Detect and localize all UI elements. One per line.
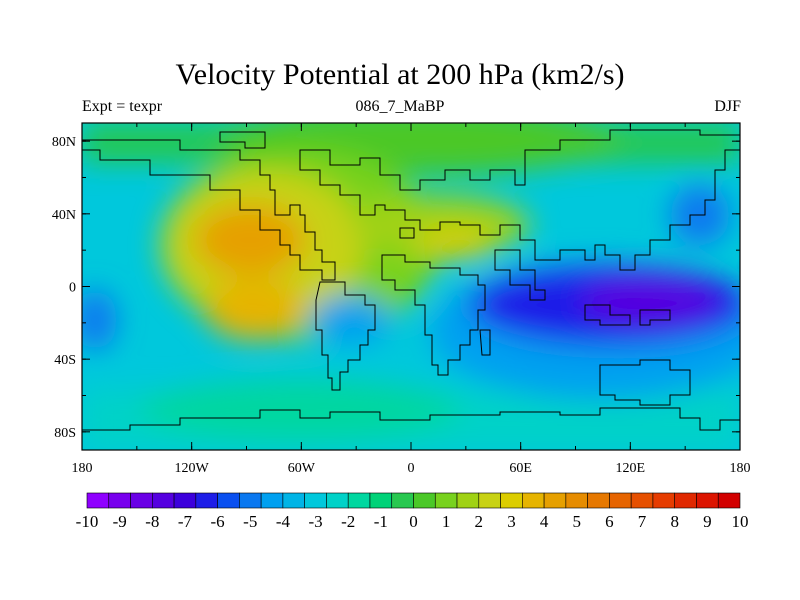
lat-label: 40N <box>52 208 76 223</box>
north-america-outline <box>82 139 336 281</box>
lat-label: 0 <box>69 281 76 296</box>
colorbar-swatch <box>347 492 371 509</box>
lon-label: 120W <box>175 461 210 476</box>
colorbar-label: 7 <box>638 512 647 531</box>
colorbar-swatch <box>260 492 284 509</box>
colorbar-swatch <box>195 492 218 509</box>
colorbar-label: 6 <box>605 512 614 531</box>
season-label: DJF <box>714 98 741 115</box>
colorbar-swatch <box>543 492 567 509</box>
colorbar-swatch <box>522 492 545 509</box>
colorbar-swatch <box>456 492 480 509</box>
colorbar-label: 10 <box>732 512 749 531</box>
colorbar-label: -1 <box>374 512 388 531</box>
colorbar-label: 8 <box>670 512 679 531</box>
colorbar-label: -2 <box>341 512 355 531</box>
map-title: Velocity Potential at 200 hPa (km2/s) <box>175 58 625 91</box>
greenland-outline <box>219 131 266 149</box>
maritime-continent-outline <box>584 304 631 326</box>
colorbar-label: -3 <box>308 512 322 531</box>
antarctica-outline <box>82 407 740 431</box>
colorbar-swatch <box>282 492 305 509</box>
colorbar-swatch <box>478 492 501 509</box>
colorbar-label: -7 <box>178 512 193 531</box>
small-island-outline <box>399 227 415 239</box>
lon-label: 60W <box>288 461 316 476</box>
australia-outline <box>599 359 691 406</box>
experiment-label: Expt = texpr <box>82 98 163 115</box>
colorbar-label: -4 <box>276 512 291 531</box>
colorbar-label: 0 <box>409 512 418 531</box>
colorbar-label: 9 <box>703 512 712 531</box>
colorbar-labels: -10 -9 -8 -7 -6 -5 -4 -3 -2 -1 0 1 2 3 4 5 6 7 8 9 10 <box>76 512 749 531</box>
new-guinea-outline <box>639 309 671 326</box>
colorbar-swatch <box>152 492 175 509</box>
colorbar-label: 1 <box>442 512 451 531</box>
colorbar-swatch <box>565 492 588 509</box>
lon-label: 0 <box>408 461 415 476</box>
lon-label: 120E <box>616 461 646 476</box>
axis-labels: 80N 40N 0 40S 80S 180 120W 60W 0 60E 120E 180 <box>52 135 751 476</box>
lon-label: 60E <box>509 461 532 476</box>
colorbar-swatch <box>304 492 327 509</box>
south-america-outline <box>315 281 376 391</box>
colorbar-label: 4 <box>540 512 549 531</box>
colorbar-swatch <box>413 492 436 509</box>
colorbar-label: -6 <box>211 512 225 531</box>
colorbar-swatch <box>500 492 523 509</box>
africa-outline <box>381 254 486 376</box>
colorbar-swatch <box>391 492 414 509</box>
madagascar-outline <box>479 329 491 356</box>
colorbar-swatch <box>652 492 676 509</box>
colorbar-swatch <box>434 492 458 509</box>
colorbar-label: 2 <box>475 512 484 531</box>
colorbar-swatch <box>609 492 632 509</box>
colorbar-label: 3 <box>507 512 516 531</box>
lon-label: 180 <box>72 461 93 476</box>
colorbar-swatch <box>696 492 719 509</box>
south-asia-outline <box>494 249 546 301</box>
eurasia-outline <box>299 129 740 271</box>
lat-label: 40S <box>54 353 76 368</box>
velocity-potential-field <box>82 123 740 450</box>
colorbar-swatch <box>326 492 349 509</box>
colorbar-label: -9 <box>113 512 127 531</box>
colorbar-swatch <box>630 492 654 509</box>
lat-label: 80N <box>52 135 76 150</box>
coastlines <box>82 129 740 431</box>
colorbar-swatch <box>86 492 110 509</box>
colorbar-label: -8 <box>145 512 159 531</box>
colorbar-swatch <box>587 492 610 509</box>
colorbar-swatch <box>173 492 197 509</box>
colorbar-swatch <box>369 492 393 509</box>
run-label: 086_7_MaBP <box>355 98 445 115</box>
colorbar <box>86 492 741 509</box>
colorbar-swatch <box>130 492 153 509</box>
colorbar-swatch <box>674 492 697 509</box>
lon-label: 180 <box>730 461 751 476</box>
colorbar-label: 5 <box>573 512 582 531</box>
colorbar-label: -10 <box>76 512 99 531</box>
colorbar-swatch <box>217 492 240 509</box>
lat-label: 80S <box>54 426 76 441</box>
colorbar-label: -5 <box>243 512 257 531</box>
axis-ticks <box>81 123 741 450</box>
colorbar-swatch <box>239 492 262 509</box>
colorbar-swatch <box>717 492 741 509</box>
colorbar-swatch <box>108 492 131 509</box>
